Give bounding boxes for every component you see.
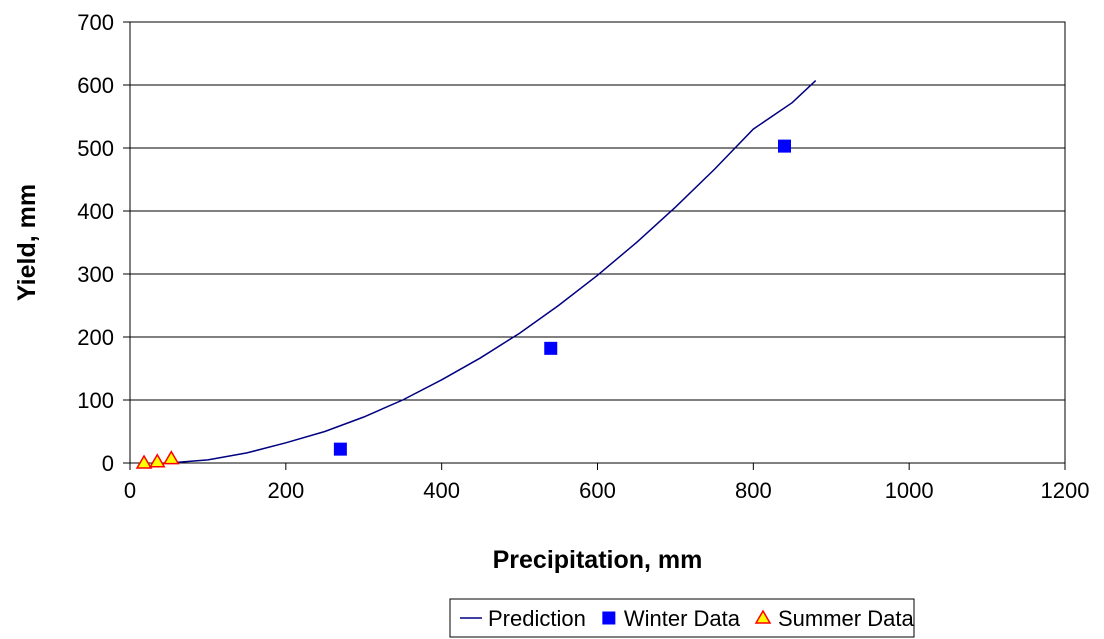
x-tick-label: 1000 [885,478,934,503]
data-point-summer [162,450,180,465]
legend-label: Summer Data [778,606,914,631]
series [135,80,817,469]
plot-area [129,21,1066,464]
x-tick-label: 800 [735,478,772,503]
data-point-winter [333,442,347,456]
series-line-prediction [168,80,817,464]
data-point-winter [544,341,558,355]
x-tick-label: 200 [267,478,304,503]
data-point-summer [148,453,166,468]
x-tick-label: 0 [124,478,136,503]
data-point-winter [778,139,791,153]
legend-label: Winter Data [624,606,741,631]
x-tick-label: 600 [579,478,616,503]
y-axis-title: Yield, mm [13,184,41,301]
x-tick-label: 400 [423,478,460,503]
y-tick-label: 300 [77,262,114,287]
x-axis-title: Precipitation, mm [493,546,703,574]
legend-symbol-triangle [754,609,772,624]
y-tick-label: 100 [77,388,114,413]
y-tick-label: 400 [77,199,114,224]
y-tick-label: 500 [77,136,114,161]
grid-lines [130,21,1065,464]
legend-box [449,598,915,638]
y-tick-label: 600 [77,73,114,98]
y-tick-label: 0 [102,451,114,476]
y-tick-label: 700 [77,10,114,35]
legend: Prediction Winter Data Summer Data [449,598,915,638]
legend-label: Prediction [488,606,586,631]
x-tick-label: 1200 [1041,478,1090,503]
axes: 0 100 200 300 400 500 600 700 0 200 400 600 800 1000 1… [77,10,1089,503]
y-tick-label: 200 [77,325,114,350]
data-point-summer [135,454,153,469]
legend-symbol-square [602,611,616,625]
